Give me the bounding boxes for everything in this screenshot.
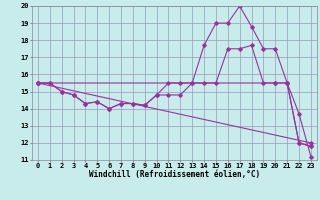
X-axis label: Windchill (Refroidissement éolien,°C): Windchill (Refroidissement éolien,°C) xyxy=(89,170,260,179)
